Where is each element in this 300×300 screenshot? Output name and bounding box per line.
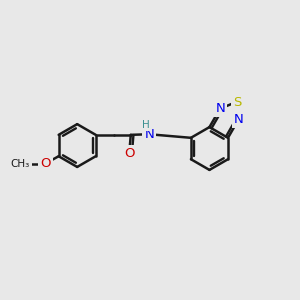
- Text: H: H: [142, 120, 150, 130]
- Text: S: S: [233, 96, 241, 109]
- Text: N: N: [234, 113, 244, 126]
- Text: O: O: [40, 157, 50, 170]
- Text: CH₃: CH₃: [11, 159, 30, 169]
- Text: O: O: [124, 147, 134, 160]
- Text: N: N: [144, 128, 154, 141]
- Text: N: N: [215, 102, 225, 115]
